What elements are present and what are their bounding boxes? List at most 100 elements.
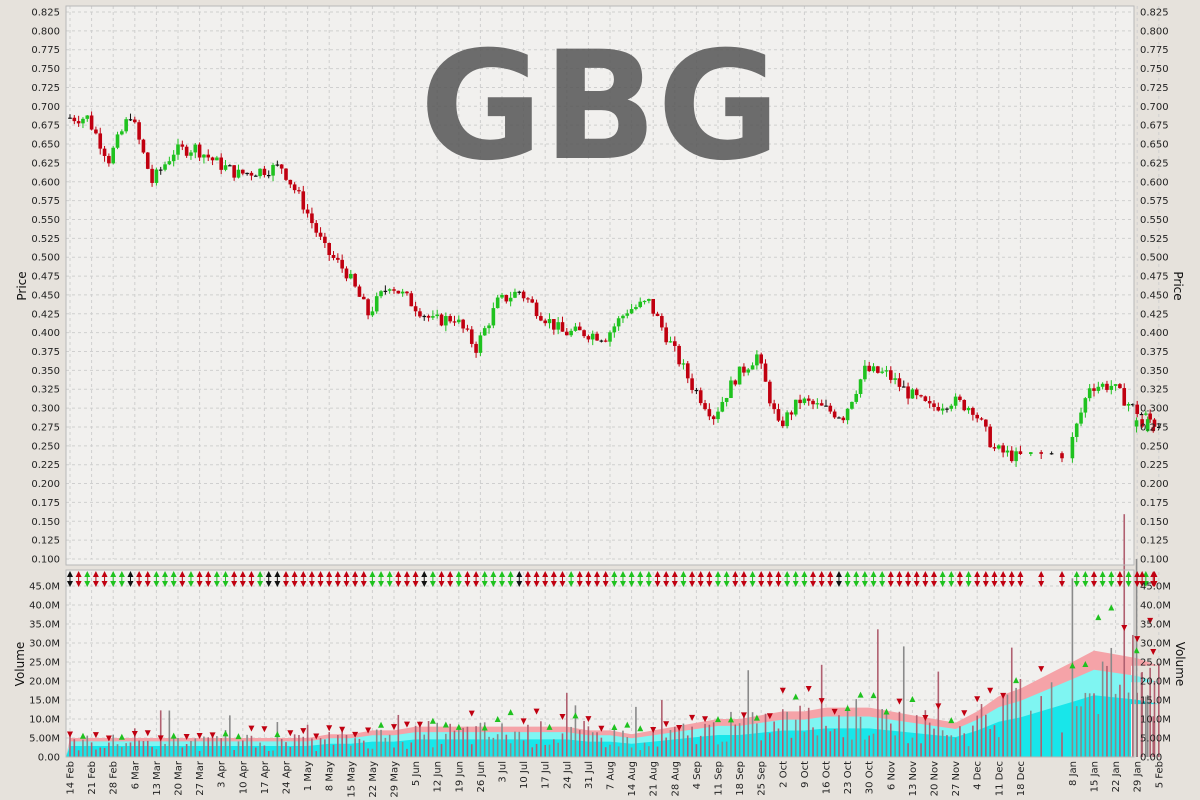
- price-candle: [677, 344, 681, 367]
- volume-bar: [501, 723, 503, 757]
- price-candle: [366, 298, 370, 320]
- price-tick-label-right: 0.300: [1140, 404, 1169, 415]
- volume-tick-label-right: 10.0M: [1140, 715, 1171, 726]
- volume-bar: [1084, 692, 1087, 757]
- price-tick-label-right: 0.650: [1140, 140, 1169, 151]
- volume-signal-up: [792, 693, 799, 700]
- volume-signal-down: [974, 696, 981, 703]
- volume-signal-down: [676, 725, 683, 732]
- volume-bar: [129, 742, 132, 757]
- price-candle: [253, 174, 258, 177]
- price-candle: [241, 169, 245, 176]
- price-candle: [1100, 382, 1105, 390]
- price-candle: [819, 399, 824, 406]
- price-tick-label-left: 0.725: [31, 83, 60, 94]
- date-tick-label: 23 Oct: [843, 761, 854, 794]
- price-tick-label-left: 0.575: [31, 196, 60, 207]
- price-candle: [668, 336, 673, 343]
- price-candle: [145, 151, 150, 170]
- date-tick-label: 27 Nov: [951, 761, 962, 797]
- volume-signal-down: [1150, 648, 1157, 655]
- price-candle: [323, 232, 327, 249]
- volume-signal-down: [689, 714, 696, 721]
- price-tick-label-left: 0.325: [31, 385, 60, 396]
- price-tick-label-left: 0.175: [31, 498, 60, 509]
- volume-bar: [155, 749, 158, 757]
- volume-bar: [807, 707, 810, 757]
- volume-signal-up: [79, 732, 86, 739]
- date-tick-label: 15 May: [346, 761, 357, 798]
- volume-bar: [665, 737, 667, 757]
- volume-signal-down: [702, 716, 709, 723]
- price-candle: [880, 367, 884, 375]
- volume-bar: [462, 727, 464, 757]
- volume-bar: [371, 748, 374, 757]
- price-candle: [936, 402, 941, 412]
- volume-bar: [1114, 693, 1117, 757]
- volume-bar: [380, 729, 382, 757]
- price-candle: [1152, 418, 1157, 430]
- volume-bar: [868, 735, 870, 757]
- date-tick-label: 11 Sep: [714, 761, 725, 796]
- volume-bar: [1101, 661, 1104, 757]
- date-tick-label: 26 Jun: [476, 761, 487, 793]
- price-candle: [919, 394, 923, 398]
- price-candle: [487, 323, 491, 334]
- volume-bar: [954, 737, 957, 757]
- price-candle: [392, 286, 396, 294]
- volume-signal-down: [261, 726, 268, 733]
- price-candle: [1140, 414, 1144, 429]
- volume-signal-up: [494, 715, 501, 722]
- date-tick-label: 5 Feb: [1154, 761, 1165, 788]
- volume-signal-down: [67, 731, 73, 738]
- volume-signal-down: [987, 687, 994, 694]
- price-candle: [1074, 422, 1079, 443]
- volume-signal-down: [105, 735, 112, 742]
- volume-bar: [116, 744, 119, 757]
- volume-bar: [488, 736, 490, 757]
- price-candle: [690, 373, 694, 394]
- volume-tick-label-left: 35.0M: [29, 620, 60, 631]
- date-tick-label: 12 Jun: [433, 761, 444, 793]
- price-candle: [798, 394, 802, 410]
- volume-bar: [427, 721, 430, 757]
- price-tick-label-right: 0.250: [1140, 441, 1169, 452]
- price-candle: [327, 242, 331, 261]
- volume-bar: [764, 713, 767, 757]
- date-tick-label: 7 Aug: [606, 761, 617, 790]
- volume-bar: [505, 734, 508, 757]
- signal-markers: [67, 571, 1158, 742]
- volume-bar: [613, 727, 616, 757]
- volume-bar: [77, 750, 80, 757]
- volume-signal-down: [1038, 666, 1045, 673]
- price-candle: [128, 113, 133, 122]
- volume-signal-down: [313, 733, 320, 740]
- volume-bar: [1040, 696, 1042, 757]
- price-tick-label-right: 0.725: [1140, 83, 1169, 94]
- volume-bar: [872, 733, 875, 757]
- price-candle: [76, 115, 81, 127]
- date-tick-label: 28 Aug: [670, 761, 681, 796]
- price-candle: [660, 313, 664, 331]
- price-axis-title-right: Price: [1171, 271, 1185, 300]
- date-tick-label: 5 Jun: [411, 761, 422, 786]
- volume-tick-label-right: 40.0M: [1140, 601, 1171, 612]
- date-tick-label: 22 Jan: [1111, 761, 1122, 792]
- volume-bar: [514, 731, 516, 757]
- date-tick-label: 11 Dec: [994, 761, 1005, 796]
- price-tick-label-left: 0.275: [31, 422, 60, 433]
- volume-bar: [298, 735, 300, 757]
- date-tick-label: 15 Jan: [1090, 761, 1101, 792]
- price-tick-label-right: 0.175: [1140, 498, 1169, 509]
- volume-signal-down: [157, 735, 164, 742]
- volume-bar: [453, 730, 456, 757]
- price-candle: [513, 288, 517, 299]
- price-candle: [673, 336, 677, 352]
- price-candle: [219, 153, 223, 175]
- price-candle: [634, 304, 638, 311]
- volume-bar: [1141, 672, 1143, 757]
- price-candle: [1018, 445, 1023, 456]
- price-tick-label-left: 0.550: [31, 215, 60, 226]
- price-tick-label-right: 0.475: [1140, 272, 1169, 283]
- volume-bar: [816, 735, 819, 757]
